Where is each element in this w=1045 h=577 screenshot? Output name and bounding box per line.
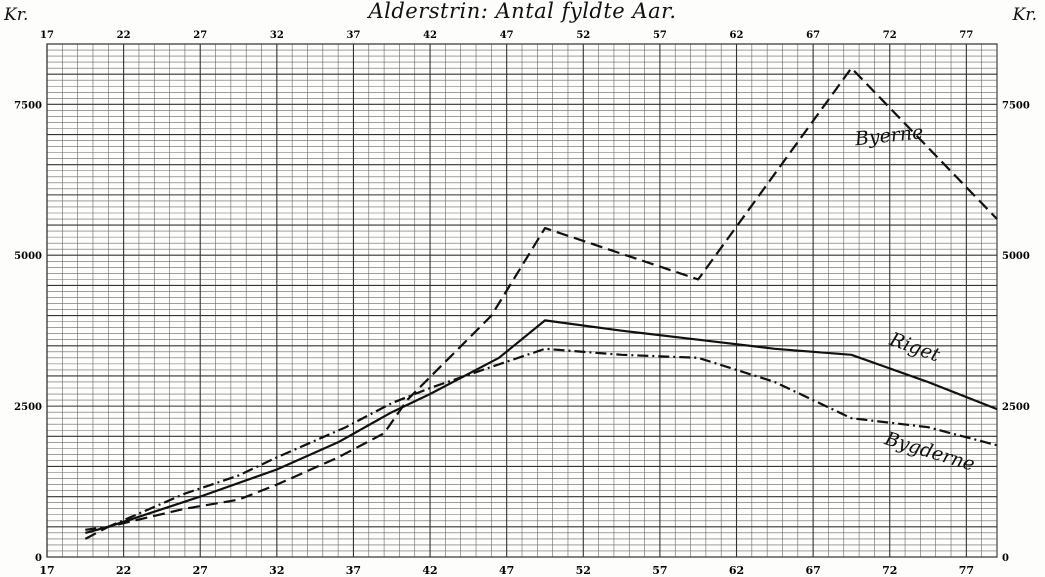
x-tick-label-bottom: 52 [576,564,591,577]
y-tick-label-right: 0 [1002,553,1009,564]
x-tick-label-top: 42 [423,30,437,41]
y-axis-unit-left: Kr. [4,5,29,25]
x-tick-label-top: 67 [806,30,820,41]
x-tick-label-top: 52 [576,30,590,41]
x-tick-label-top: 22 [117,30,131,41]
x-tick-label-bottom: 77 [959,564,974,577]
tick-labels: 17 17 22 22 27 27 32 32 37 37 42 42 47 47 52 52 57 57 62 62… [14,30,1030,577]
x-tick-label-bottom: 47 [499,564,514,577]
x-tick-label-bottom: 42 [422,564,437,577]
x-tick-label-top: 62 [730,30,744,41]
x-tick-label-top: 32 [270,30,284,41]
series-line-bygderne [85,347,998,531]
y-tick-label-right: 7500 [1002,100,1030,111]
series-line-byerne [84,66,998,540]
x-tick-label-bottom: 17 [39,564,54,577]
x-tick-label-bottom: 57 [652,564,667,577]
chart-title: Alderstrin: Antal fyldte Aar. [368,0,677,23]
x-tick-label-top: 72 [883,30,897,41]
x-tick-label-top: 57 [653,30,667,41]
x-tick-label-top: 37 [346,30,360,41]
x-tick-label-bottom: 62 [729,564,744,577]
x-tick-label-top: 77 [959,30,973,41]
series-lines [84,66,998,540]
y-axis-unit-right: Kr. [1012,5,1037,25]
x-tick-label-bottom: 72 [882,564,897,577]
minor-grid [47,44,998,557]
y-tick-label-right: 2500 [1002,402,1030,413]
x-tick-label-bottom: 22 [116,564,131,577]
y-tick-label-left: 0 [35,553,42,564]
x-tick-label-bottom: 37 [346,564,361,577]
y-tick-label-left: 5000 [14,251,42,262]
y-tick-label-left: 7500 [14,100,42,111]
x-tick-label-top: 17 [40,30,54,41]
x-tick-label-bottom: 67 [805,564,820,577]
x-tick-label-bottom: 32 [269,564,284,577]
x-tick-label-top: 27 [193,30,207,41]
y-tick-label-left: 2500 [14,402,42,413]
series-line-riget [85,319,998,534]
x-tick-label-top: 47 [500,30,514,41]
x-tick-label-bottom: 27 [193,564,208,577]
y-tick-label-right: 5000 [1002,251,1030,262]
major-grid [46,43,997,558]
